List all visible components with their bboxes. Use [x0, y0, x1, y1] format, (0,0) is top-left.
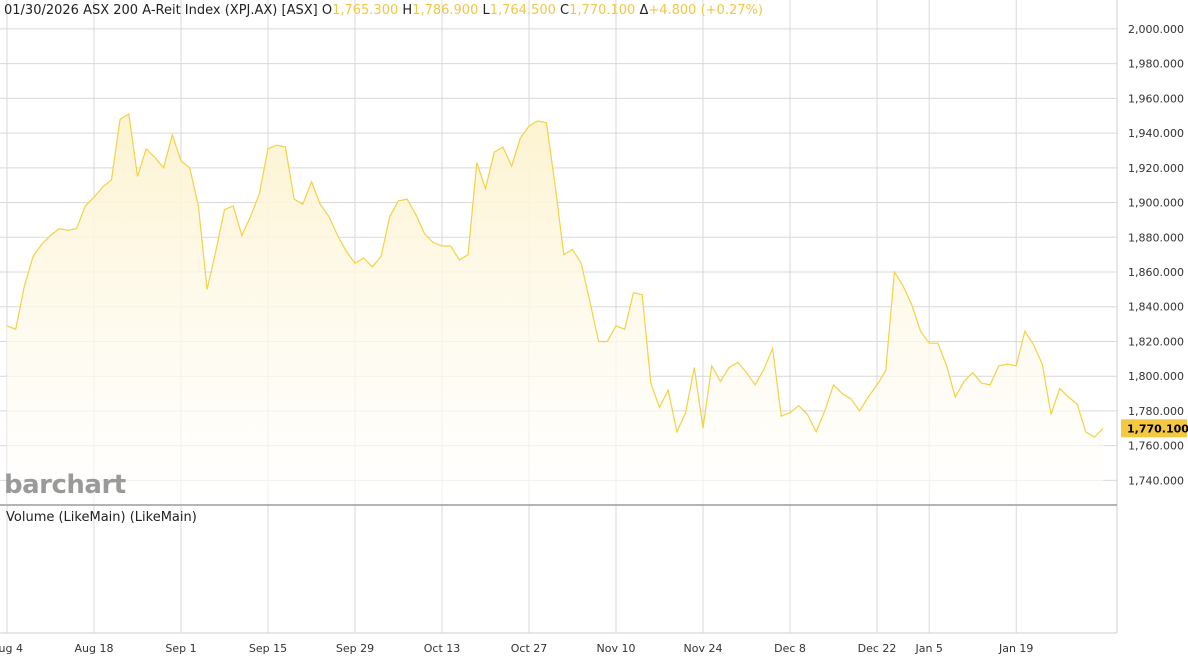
y-tick-label: 2,000.000 — [1128, 23, 1184, 36]
x-tick-label: Aug 18 — [75, 642, 114, 655]
x-tick-label: Jan 19 — [998, 642, 1033, 655]
last-price-tag-box — [1121, 419, 1187, 438]
y-tick-label: 1,940.000 — [1128, 127, 1184, 140]
barchart-logo: barchart — [4, 470, 126, 500]
y-tick-label: 1,820.000 — [1128, 335, 1184, 348]
y-tick-label: 1,760.000 — [1128, 440, 1184, 453]
x-tick-label: Nov 10 — [597, 642, 636, 655]
x-tick-label: Dec 22 — [858, 642, 897, 655]
x-tick-label: Sep 29 — [336, 642, 374, 655]
price-line — [6, 113, 1104, 438]
change-value: +4.800 (+0.27%) — [648, 3, 763, 18]
y-axis-ticks: 1,740.000 1,760.000 1,780.000 1,800.000 1,82… — [1128, 23, 1184, 487]
low-label: L — [482, 3, 490, 18]
close-label: C — [560, 3, 570, 18]
y-tick-label: 1,780.000 — [1128, 405, 1184, 418]
open-value: 1,765.300 — [332, 3, 399, 18]
header-name: ASX 200 A-Reit Index (XPJ.AX) [ASX] — [83, 3, 318, 18]
y-tick-label: 1,840.000 — [1128, 301, 1184, 314]
x-axis-ticks: Aug 4 Aug 18 Sep 1 Sep 15 Sep 29 Oct 13 Oct 27… — [0, 642, 1033, 655]
price-area — [6, 113, 1104, 505]
x-tick-label: Sep 15 — [249, 642, 287, 655]
x-tick-label: Aug 4 — [0, 642, 23, 655]
last-price-tag: 1,770.100 — [1121, 419, 1188, 438]
x-tick-label: Oct 13 — [424, 642, 461, 655]
header-date: 01/30/2026 — [4, 3, 79, 18]
y-tick-label: 1,920.000 — [1128, 162, 1184, 175]
axes — [0, 0, 1118, 634]
x-tick-label: Jan 5 — [914, 642, 942, 655]
x-tick-label: Nov 24 — [684, 642, 723, 655]
last-price-tag-text: 1,770.100 — [1127, 422, 1188, 435]
area-fill — [7, 114, 1104, 505]
open-label: O — [321, 3, 333, 18]
x-tick-label: Oct 27 — [511, 642, 548, 655]
low-value: 1,764.500 — [489, 3, 556, 18]
volume-pane-label: Volume (LikeMain) (LikeMain) — [6, 510, 197, 525]
high-label: H — [402, 3, 413, 18]
high-value: 1,786.900 — [412, 3, 479, 18]
y-tick-label: 1,740.000 — [1128, 474, 1184, 487]
y-tick-label: 1,880.000 — [1128, 231, 1184, 244]
change-label: Δ — [639, 3, 649, 18]
y-tick-label: 1,860.000 — [1128, 266, 1184, 279]
close-value: 1,770.100 — [569, 3, 636, 18]
y-tick-label: 1,980.000 — [1128, 58, 1184, 71]
y-tick-label: 1,800.000 — [1128, 370, 1184, 383]
x-tick-label: Dec 8 — [774, 642, 806, 655]
x-tick-label: Sep 1 — [165, 642, 196, 655]
chart-header: 01/30/2026 ASX 200 A-Reit Index (XPJ.AX)… — [4, 3, 763, 18]
y-tick-label: 1,900.000 — [1128, 197, 1184, 210]
y-tick-label: 1,960.000 — [1128, 92, 1184, 105]
